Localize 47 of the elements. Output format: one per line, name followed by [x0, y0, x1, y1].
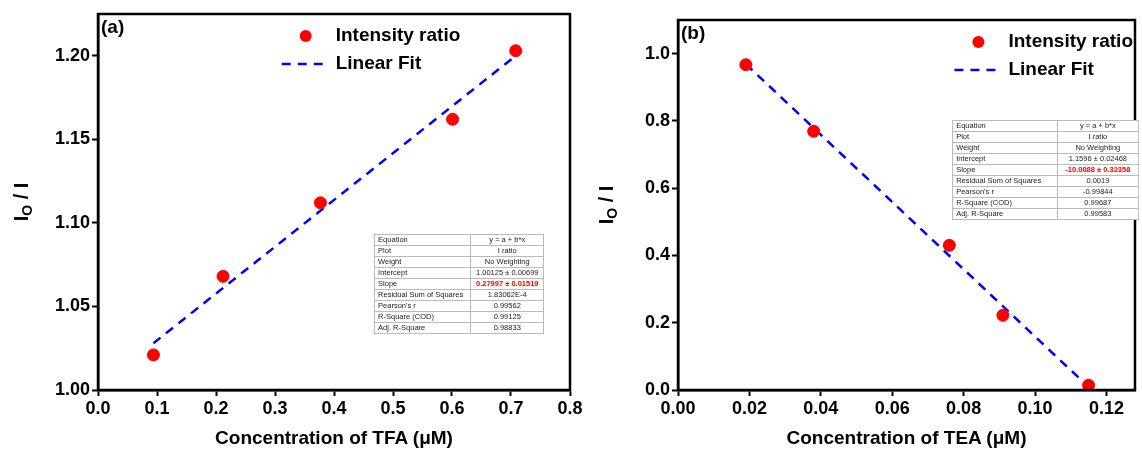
legend-label: Linear Fit — [1008, 58, 1095, 80]
x-axis-title: Concentration of TFA (μM) — [215, 426, 453, 448]
chart-title: (a) — [101, 15, 125, 37]
point — [942, 238, 956, 252]
point — [996, 308, 1010, 322]
y-tick-label: 1.0 — [644, 42, 670, 63]
x-tick-label: 0.0 — [85, 397, 111, 418]
y-tick-label: 0.8 — [644, 109, 670, 130]
y-tick-label: 1.20 — [54, 44, 90, 65]
point — [146, 348, 160, 362]
x-tick-label: 0.02 — [731, 397, 767, 418]
chart-title: (b) — [681, 21, 706, 43]
x-tick-label: 0.4 — [321, 397, 347, 418]
y-tick-label: 1.05 — [54, 295, 90, 316]
y-axis-title: IO / I — [594, 185, 620, 225]
x-tick-label: 0.08 — [946, 397, 982, 418]
y-tick-label: 1.00 — [54, 378, 90, 399]
y-tick-label: 0.2 — [644, 311, 670, 332]
x-tick-label: 0.00 — [660, 397, 696, 418]
y-tick-label: 1.10 — [54, 211, 90, 232]
x-tick-label: 0.8 — [557, 397, 583, 418]
x-tick-label: 0.2 — [203, 397, 229, 418]
y-tick-label: 0.6 — [644, 177, 670, 198]
point — [1082, 378, 1096, 390]
legend-label: Linear Fit — [335, 52, 422, 74]
point — [313, 196, 327, 210]
y-tick-label: 0.0 — [644, 378, 670, 399]
y-tick-label: 1.15 — [54, 128, 90, 149]
x-tick-label: 0.06 — [874, 397, 910, 418]
point — [739, 58, 753, 72]
y-tick-label: 0.4 — [644, 244, 670, 265]
x-tick-label: 0.7 — [498, 397, 524, 418]
legend-label: Intensity ratio — [335, 24, 461, 46]
x-tick-label: 0.6 — [439, 397, 465, 418]
point — [216, 269, 230, 283]
legend-label: Intensity ratio — [1008, 30, 1133, 52]
x-tick-label: 0.3 — [262, 397, 288, 418]
point — [509, 44, 523, 58]
x-tick-label: 0.04 — [803, 397, 839, 418]
x-tick-label: 0.12 — [1088, 397, 1124, 418]
point — [446, 112, 460, 126]
x-axis-title: Concentration of TEA (μM) — [786, 426, 1027, 448]
x-tick-label: 0.10 — [1017, 397, 1053, 418]
point — [807, 124, 821, 138]
y-axis-title: IO / I — [9, 182, 35, 222]
x-tick-label: 0.5 — [380, 397, 406, 418]
x-tick-label: 0.1 — [144, 397, 170, 418]
